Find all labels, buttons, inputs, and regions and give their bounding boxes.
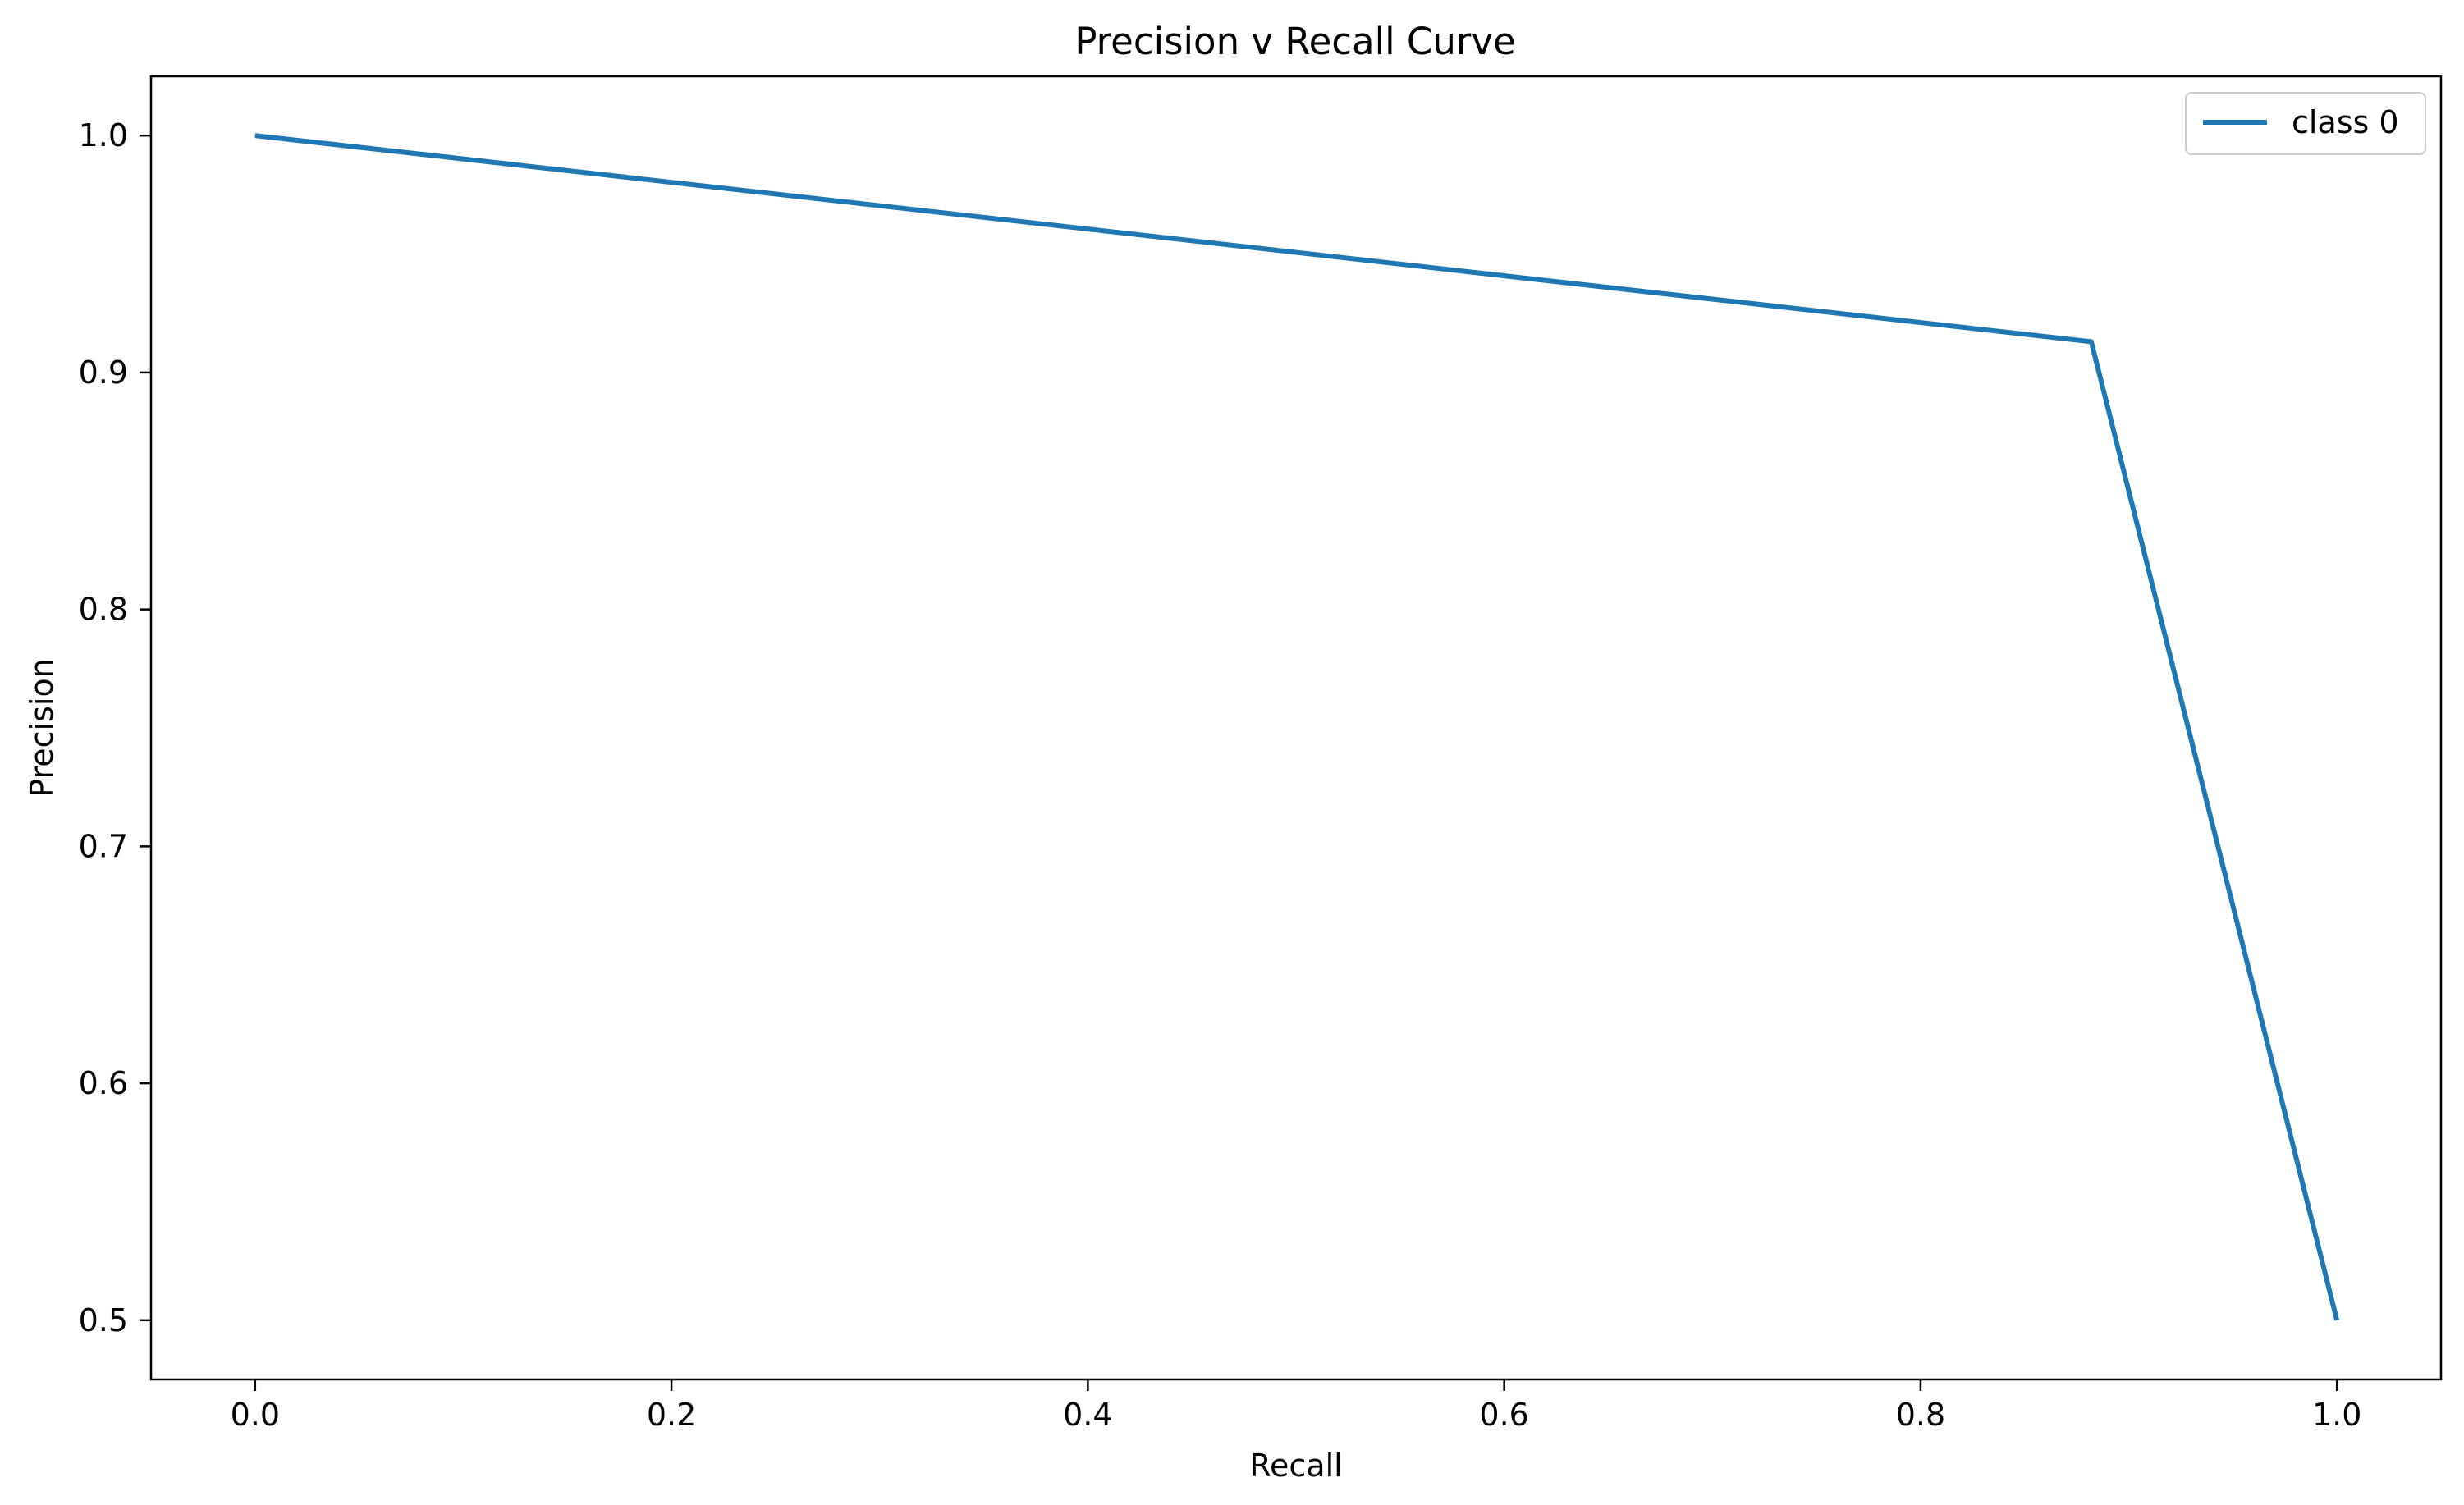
x-tick-label: 0.8 [1896,1397,1945,1433]
x-axis-label: Recall [1249,1448,1342,1484]
x-tick-label: 0.2 [647,1397,696,1433]
x-tick-label: 0.4 [1063,1397,1112,1433]
series-line [254,133,2340,1321]
plot-frame [149,75,2443,1381]
y-axis: 0.5 0.6 0.7 0.8 0.9 1.0 [79,117,151,1338]
x-tick-label: 0.0 [231,1397,280,1433]
y-tick-label: 0.9 [79,355,128,391]
legend: class 0 [2185,92,2426,155]
chart-title: Precision v Recall Curve [1074,20,1515,63]
x-axis: 0.0 0.2 0.4 0.6 0.8 1.0 [231,1379,2361,1433]
y-axis-label: Precision [24,658,60,798]
legend-box [2185,92,2426,155]
legend-label: class 0 [2292,104,2399,140]
x-tick-label: 1.0 [2312,1397,2361,1433]
x-tick-label: 0.6 [1479,1397,1528,1433]
plot-area [254,133,2340,1321]
y-tick-label: 0.7 [79,828,128,864]
y-tick-label: 1.0 [79,117,128,153]
y-tick-label: 0.5 [79,1302,128,1338]
y-tick-label: 0.6 [79,1065,128,1101]
y-tick-label: 0.8 [79,592,128,628]
